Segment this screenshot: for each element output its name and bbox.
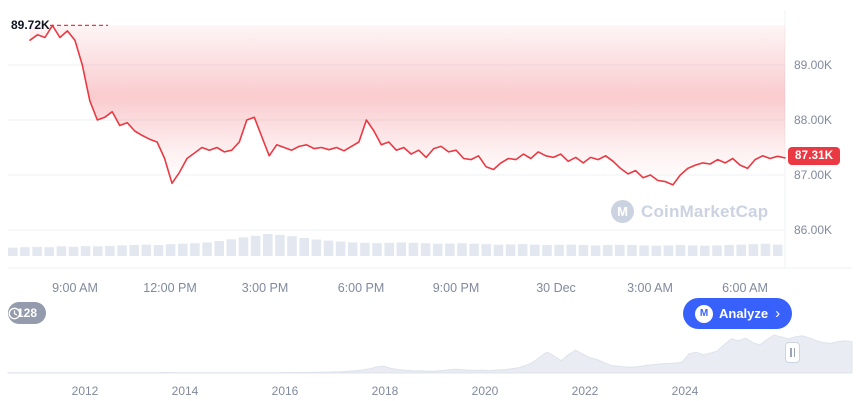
x-axis-label: 9:00 AM	[52, 281, 98, 295]
y-axis-label: 86.00K	[794, 223, 833, 237]
chevron-right-icon: ›	[775, 305, 781, 322]
y-axis-label: 88.00K	[794, 113, 833, 127]
year-label: 2024	[671, 384, 699, 398]
x-axis-label: 12:00 PM	[143, 281, 197, 295]
year-label: 2020	[471, 384, 499, 398]
price-area-fill	[30, 25, 785, 185]
year-label: 2014	[171, 384, 199, 398]
price-chart-canvas[interactable]	[0, 0, 860, 272]
year-label: 2016	[271, 384, 299, 398]
y-axis-label: 89.00K	[794, 58, 833, 72]
x-axis-label: 3:00 AM	[627, 281, 673, 295]
x-axis-label: 6:00 AM	[722, 281, 768, 295]
price-line	[29, 24, 786, 186]
x-axis-label: 3:00 PM	[241, 281, 289, 295]
timeline-brush-handle[interactable]	[785, 342, 800, 363]
year-label: 2012	[71, 384, 99, 398]
analyze-button[interactable]: M Analyze ›	[683, 298, 793, 329]
y-axis-label: 87.00K	[794, 168, 833, 182]
x-axis-label: 6:00 PM	[337, 281, 385, 295]
year-label: 2022	[571, 384, 599, 398]
timeline-area	[7, 334, 853, 374]
clock-icon	[8, 307, 21, 319]
timeline-brush-canvas[interactable]	[0, 329, 860, 375]
volume-bars	[8, 234, 783, 256]
coinmarketcap-watermark: M CoinMarketCap	[611, 200, 768, 223]
high-price-label: 89.72K	[11, 18, 50, 32]
counter-value: 128	[17, 306, 38, 320]
coinmarketcap-logo-icon: M	[611, 200, 634, 223]
year-label: 2018	[371, 384, 399, 398]
x-axis-label: 9:00 PM	[432, 281, 480, 295]
watermark-text: CoinMarketCap	[641, 201, 769, 221]
x-axis-label: 30 Dec	[536, 281, 576, 295]
coinmarketcap-logo-icon: M	[695, 304, 713, 323]
analyze-label: Analyze	[719, 306, 769, 321]
counter-badge[interactable]: 128	[8, 302, 47, 324]
current-price-badge: 87.31K	[788, 147, 841, 165]
